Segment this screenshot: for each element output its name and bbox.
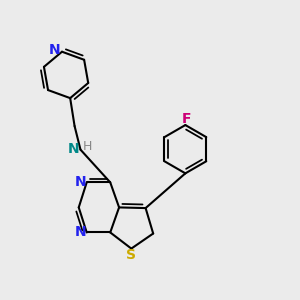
Text: N: N [49, 43, 60, 57]
Text: F: F [182, 112, 192, 126]
Text: N: N [74, 225, 86, 239]
Text: N: N [74, 176, 86, 189]
Text: H: H [83, 140, 92, 153]
Text: S: S [126, 248, 136, 262]
Text: N: N [68, 142, 80, 156]
